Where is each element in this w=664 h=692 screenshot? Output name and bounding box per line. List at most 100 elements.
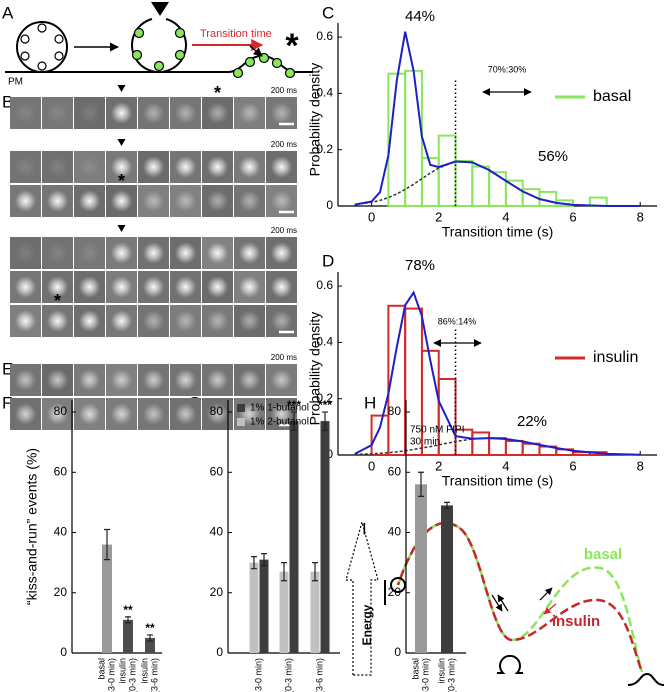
green-granule [271, 57, 283, 69]
vesicle-spot [14, 190, 37, 212]
histogram-bar [437, 134, 457, 207]
vesicle-spot [206, 310, 229, 332]
x-tick-label: (3-6 min) [314, 658, 324, 692]
vesicle-spot [46, 369, 69, 391]
x-tick-label: (0-3 min) [283, 658, 293, 692]
fusion-arrowhead [117, 85, 126, 92]
error-bar [322, 411, 328, 431]
y-tick-label: 60 [54, 464, 68, 478]
green-granule [232, 67, 244, 79]
granule [37, 23, 47, 33]
bar [145, 637, 155, 653]
vesicle-spot [78, 310, 101, 332]
vesicle-spot [110, 310, 133, 332]
y-tick-label: 0.2 [316, 142, 333, 156]
vesicle-spot [206, 102, 229, 124]
legend-swatch [237, 418, 245, 426]
y-tick-label: 20 [210, 585, 224, 599]
vesicle-spot [110, 369, 133, 391]
vesicle-spot [46, 190, 69, 212]
granule [20, 51, 30, 61]
y-tick-label: 20 [388, 585, 402, 599]
vesicle-spot [270, 310, 293, 332]
bar [320, 421, 330, 653]
annotation: 78% [405, 257, 435, 274]
pore-state [497, 654, 523, 674]
vesicle-spot [238, 242, 261, 264]
y-tick-label: 40 [388, 525, 402, 539]
vesicle-spot [46, 276, 69, 298]
vesicle-spot [142, 102, 165, 124]
full-fusion-state [627, 672, 664, 686]
insulin-label: insulin [552, 613, 600, 630]
split-label: 70%:30% [488, 64, 527, 74]
panel-label: B [2, 92, 13, 111]
bar [259, 559, 269, 653]
error-bar [125, 616, 131, 624]
closed-vesicle [390, 577, 406, 593]
split-label: 86%:14% [438, 316, 477, 326]
x-tick-label: (-3-0 min) [253, 658, 263, 692]
x-tick-label: basal [96, 658, 106, 680]
panel-label: A [2, 3, 14, 22]
vesicle-spot [14, 310, 37, 332]
error-bar [444, 501, 450, 510]
green-granule [131, 49, 143, 61]
vesicle-spot [78, 369, 101, 391]
vesicle-spot [46, 310, 69, 332]
vesicle-spot [78, 403, 101, 425]
green-granule [174, 27, 186, 39]
significance: *** [287, 398, 301, 412]
bar [249, 562, 259, 653]
y-tick-label: 80 [210, 404, 224, 418]
x-tick-label: 6 [569, 458, 576, 473]
vesicle-spot [238, 310, 261, 332]
legend-label: insulin [593, 349, 638, 366]
vesicle-spot [270, 242, 293, 264]
vesicle-spot [14, 369, 37, 391]
vesicle-spot [14, 242, 37, 264]
vesicle-spot [238, 276, 261, 298]
green-granule [284, 67, 296, 79]
vesicle-spot [238, 369, 261, 391]
histogram-bar [471, 165, 491, 207]
fusion-marker: * [285, 27, 299, 65]
y-tick-label: 0.2 [316, 391, 333, 405]
granule [20, 34, 30, 44]
histogram-bar [488, 437, 507, 457]
annotation: 56% [538, 148, 568, 165]
bar [415, 484, 427, 653]
histogram-bar [471, 431, 491, 457]
vesicle-spot [110, 190, 133, 212]
x-tick-label: insulin [117, 658, 127, 684]
legend-label: basal [593, 88, 631, 105]
y-tick-label: 60 [388, 464, 402, 478]
x-tick-label: insulin [436, 658, 446, 684]
error-bar [104, 528, 110, 561]
x-tick-label: (0-3 min) [127, 658, 137, 692]
histogram-bar [504, 179, 524, 208]
vesicle-spot [174, 276, 197, 298]
vesicle-spot [206, 403, 229, 425]
x-tick-label: 6 [569, 209, 576, 224]
bar [310, 571, 320, 653]
histogram-bar [370, 414, 390, 457]
annotation: 22% [517, 413, 547, 430]
arrow [543, 603, 557, 615]
vesicle-spot [110, 276, 133, 298]
panel-label: C [322, 3, 334, 22]
vesicle-spot [206, 242, 229, 264]
error-bar [281, 562, 287, 582]
significance: *** [318, 398, 332, 412]
x-tick-label: 8 [637, 209, 644, 224]
arrow [249, 45, 263, 57]
panel-label: D [322, 251, 334, 270]
vesicle-spot [78, 276, 101, 298]
insulin-curve [396, 521, 644, 673]
vesicle-spot [142, 369, 165, 391]
vesicle-spot [238, 156, 261, 178]
bar [123, 619, 133, 653]
y-tick-label: 0.6 [316, 278, 333, 292]
vesicle-spot [46, 102, 69, 124]
